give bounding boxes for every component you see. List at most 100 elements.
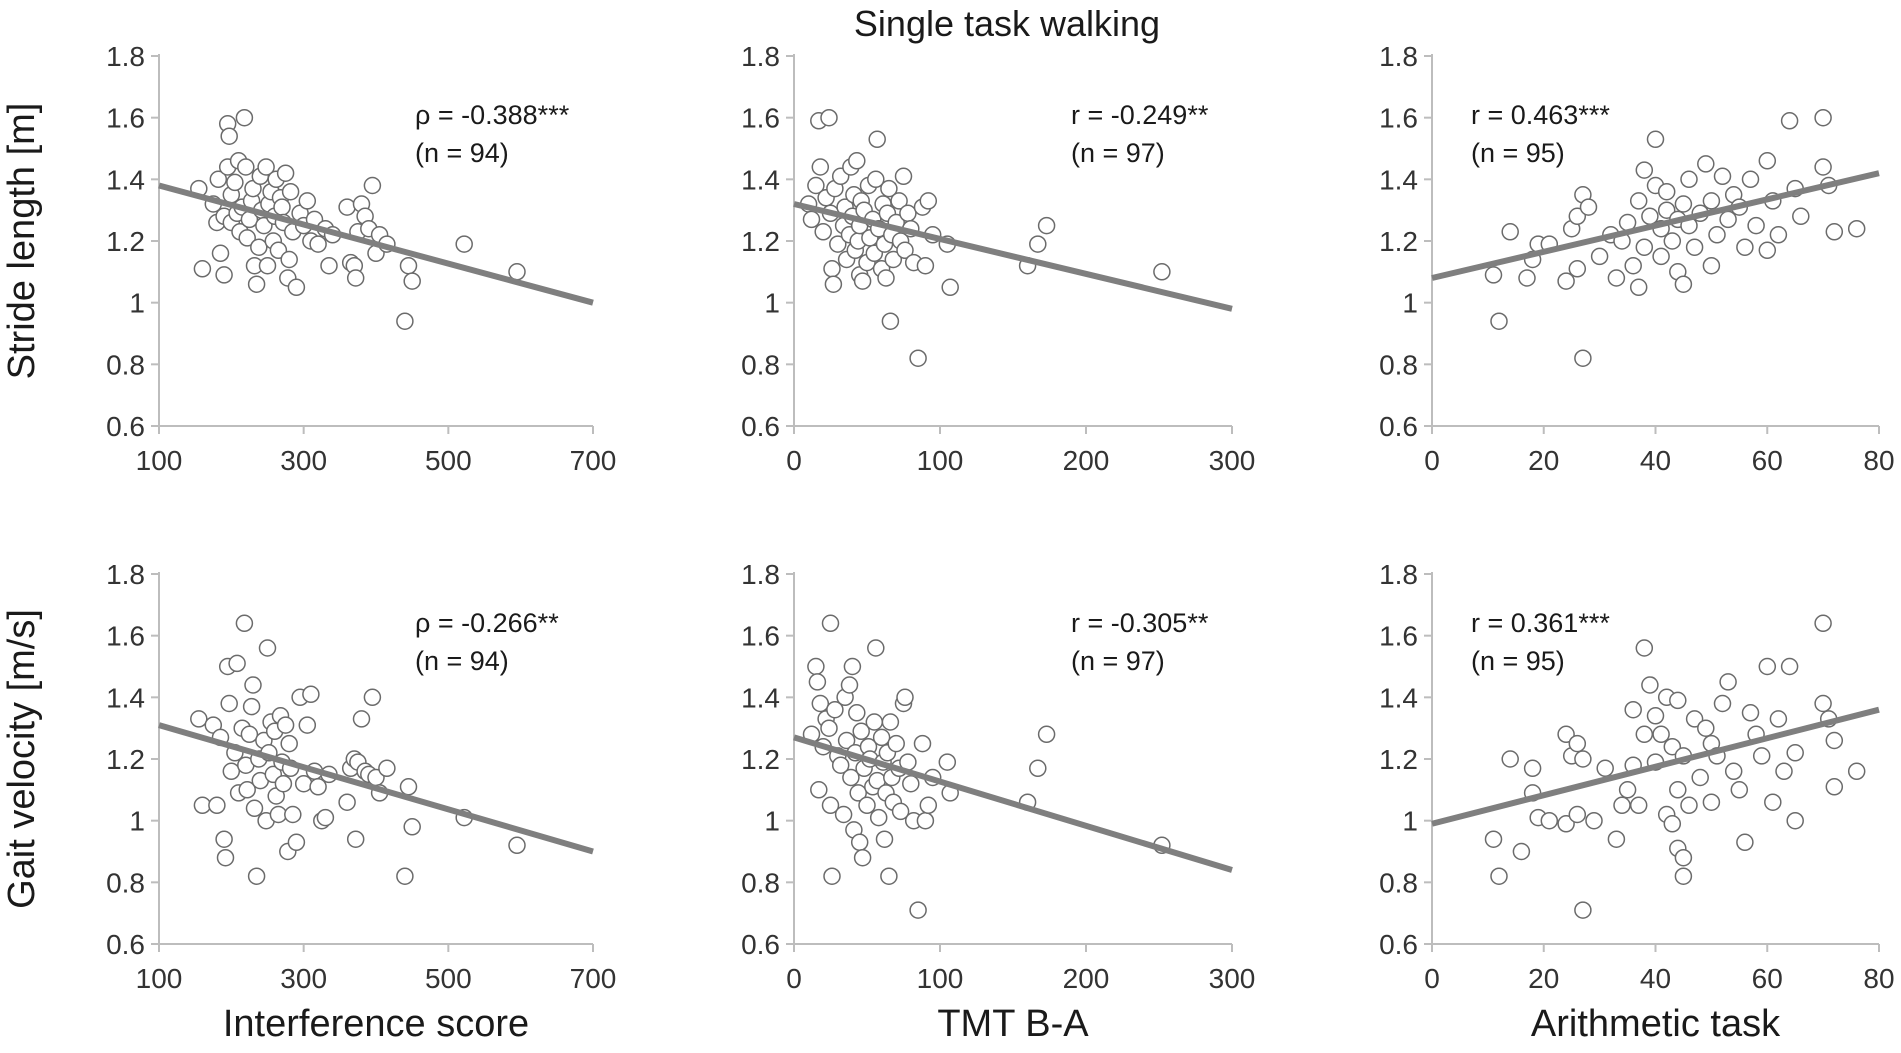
y-tick-label: 1.2 [741,744,780,775]
data-point [1635,238,1654,256]
data-point [298,192,317,210]
data-point [881,312,900,330]
sample-size: (n = 95) [1471,138,1565,168]
x-tick-label: 300 [280,963,327,994]
data-point [853,848,872,867]
data-point [1641,676,1659,694]
data-point [247,275,266,293]
data-point [1596,759,1614,778]
data-point [820,719,838,737]
data-point [1523,759,1542,778]
data-point [1674,195,1693,213]
data-point [869,808,888,827]
data-point [853,272,872,290]
stat-r: r = 0.361*** [1471,608,1610,638]
x-tick-label: 300 [1209,445,1256,476]
data-point [1153,263,1171,281]
data-point [1484,266,1503,284]
y-tick-label: 0.6 [1379,411,1418,442]
data-point [1674,275,1693,293]
data-point [1607,269,1626,287]
data-point [1490,867,1508,885]
data-point [455,235,473,253]
data-point [1512,842,1531,861]
data-point [941,278,959,297]
data-point [1037,216,1056,235]
x-tick-label: 100 [917,445,964,476]
data-point [1724,762,1743,781]
data-point [1029,235,1047,253]
data-point [1568,260,1587,278]
data-point [880,867,898,885]
velocity-interference-panel: 0.6 0.8 1 1.2 1.4 1.6 1.8 100 300 500 700 ρ = -0.2… [1,559,616,1045]
data-point [896,241,914,260]
data-point [403,818,421,836]
data-point [852,722,870,741]
data-point [298,716,317,734]
data-point [1590,247,1609,266]
stride-tmt-panel: 0.6 0.8 1 1.2 1.4 1.6 1.8 0 100 200 300 r = -0.249… [741,41,1255,476]
data-point [1501,223,1519,241]
data-point [1568,207,1587,226]
data-point [1747,216,1765,235]
data-point [378,759,396,778]
velocity-arithmetic-panel: 0.6 0.8 1 1.2 1.4 1.6 1.8 0 20 40 60 80 r = 0.361**… [1379,559,1895,1045]
stride-interference-panel: 0.6 0.8 1 1.2 1.4 1.6 1.8 100 300 500 700 ρ = -0.3… [1,41,616,476]
data-point [899,204,917,223]
trend-line [158,722,594,855]
data-point [887,734,905,753]
data-point [891,802,910,821]
data-point [269,805,288,824]
data-point [1702,192,1721,210]
data-point [1629,192,1648,210]
data-point [1792,207,1810,226]
data-point [913,734,932,753]
x-tick-label: 100 [136,445,183,476]
x-tick-label: 500 [425,445,472,476]
data-point [865,713,884,731]
data-point [1769,226,1788,244]
data-point [1652,725,1670,744]
data-point [1557,725,1575,744]
y-tick-label: 1.2 [106,226,145,257]
data-point [821,796,840,815]
data-point [1579,198,1598,216]
sample-size: (n = 94) [415,138,509,168]
data-point [215,830,233,848]
data-point [1557,272,1575,290]
data-point [1641,207,1659,226]
y-tick-label: 0.6 [106,929,145,960]
stat-r: r = 0.463*** [1471,100,1610,130]
data-point [238,229,256,247]
data-point [1624,700,1642,719]
x-tick-label: 200 [1063,445,1110,476]
data-point [1758,152,1777,170]
data-point [1758,241,1777,260]
data-point [396,867,414,885]
data-point [1484,830,1503,848]
data-point [1574,750,1592,768]
data-point [1607,830,1626,848]
data-point [396,312,414,330]
data-point [821,614,840,633]
data-point [872,728,891,747]
x-axis-label: Interference score [223,1003,529,1045]
data-point [896,688,914,707]
data-point [1674,867,1693,885]
data-point [399,256,418,275]
data-point [1574,349,1592,367]
x-tick-label: 500 [425,963,472,994]
data-point [909,901,927,919]
figure-title: Single task walking [854,3,1160,44]
data-point [1758,657,1777,676]
sample-size: (n = 94) [415,646,509,676]
data-point [814,223,832,241]
data-point [1540,811,1559,830]
data-point [242,697,261,716]
data-point [1786,744,1804,762]
y-tick-label: 1.2 [106,744,145,775]
data-point [824,275,843,293]
data-point [875,830,894,848]
data-point [826,700,844,719]
y-tick-label: 1 [129,288,145,319]
